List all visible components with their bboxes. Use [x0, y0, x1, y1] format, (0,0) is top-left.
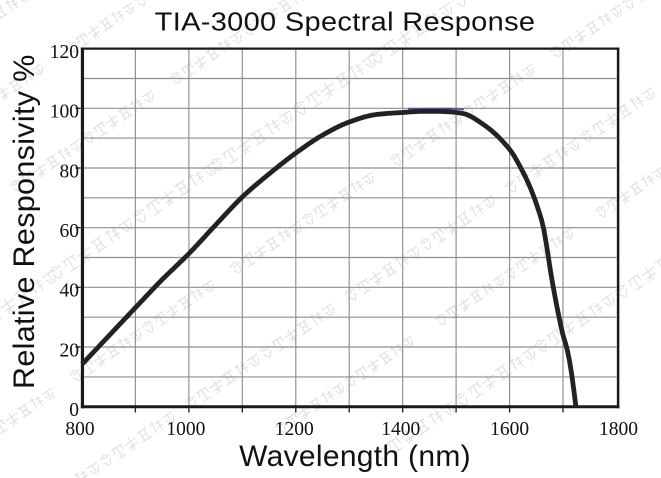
svg-text:80: 80	[60, 161, 80, 182]
svg-text:Relative Responsivity %: Relative Responsivity %	[8, 54, 41, 389]
svg-text:40: 40	[60, 281, 80, 302]
svg-text:0: 0	[69, 400, 79, 421]
svg-text:100: 100	[50, 102, 79, 123]
svg-text:800: 800	[65, 419, 94, 440]
svg-text:TIA-3000 Spectral Response: TIA-3000 Spectral Response	[155, 7, 536, 36]
svg-text:1200: 1200	[275, 419, 314, 440]
svg-text:1800: 1800	[599, 419, 638, 440]
svg-text:20: 20	[60, 340, 80, 361]
svg-text:1400: 1400	[381, 419, 420, 440]
svg-text:1600: 1600	[490, 419, 529, 440]
svg-text:120: 120	[50, 42, 79, 63]
svg-text:1000: 1000	[166, 419, 205, 440]
svg-text:60: 60	[60, 221, 80, 242]
svg-text:Wavelength (nm): Wavelength (nm)	[239, 440, 471, 473]
